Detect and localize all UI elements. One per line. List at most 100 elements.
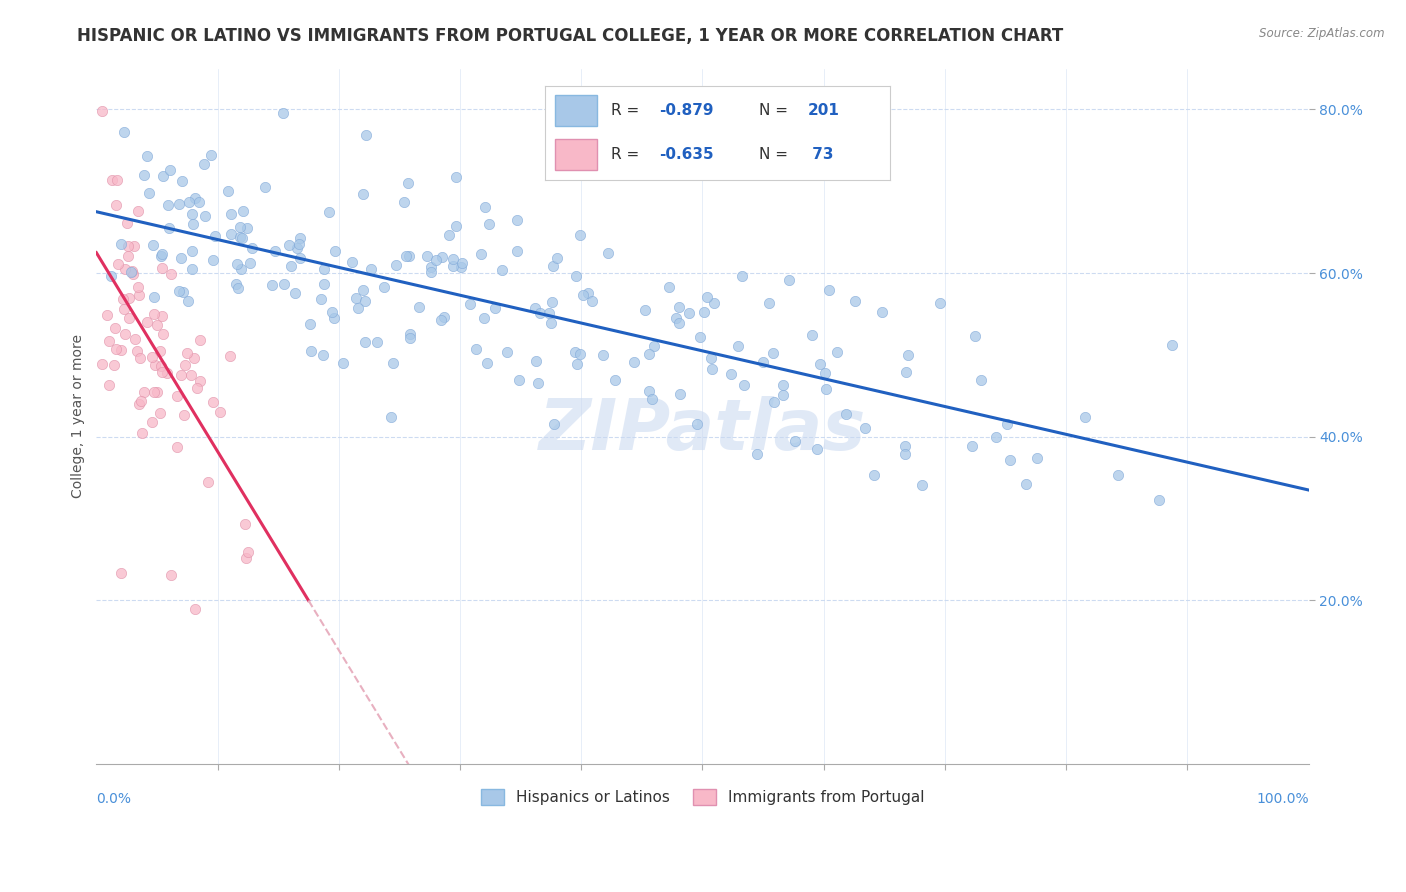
Point [814, 382, 837, 396]
Point [425, 253, 447, 268]
Point [219, 206, 242, 220]
Point [546, 252, 568, 266]
Point [1014, 476, 1036, 491]
Point [149, 343, 172, 358]
Point [160, 267, 183, 281]
Point [181, 262, 204, 277]
Point [894, 365, 917, 379]
Point [118, 310, 141, 325]
Point [696, 290, 718, 304]
Point [143, 384, 166, 399]
Point [146, 318, 169, 332]
Point [844, 294, 866, 309]
Point [450, 260, 472, 275]
Point [219, 227, 242, 242]
Point [115, 216, 138, 230]
Point [592, 348, 614, 362]
Point [200, 147, 222, 161]
Point [112, 125, 135, 139]
Point [398, 249, 420, 263]
Point [229, 219, 252, 234]
Legend: Hispanics or Latinos, Immigrants from Portugal: Hispanics or Latinos, Immigrants from Po… [481, 789, 924, 805]
Point [727, 339, 749, 353]
Point [118, 291, 141, 305]
Point [571, 288, 593, 302]
Point [309, 292, 332, 306]
Point [280, 259, 302, 273]
Point [110, 343, 132, 358]
Point [114, 326, 136, 341]
Point [127, 204, 149, 219]
Point [543, 417, 565, 431]
Point [107, 257, 129, 271]
Point [472, 310, 495, 325]
Point [354, 128, 377, 142]
Point [204, 229, 226, 244]
Point [323, 244, 346, 258]
Point [385, 258, 408, 272]
Point [772, 378, 794, 392]
Point [576, 285, 599, 300]
Point [124, 239, 146, 253]
Point [120, 265, 142, 279]
Point [508, 373, 530, 387]
Point [399, 331, 422, 345]
Point [166, 440, 188, 454]
Point [112, 301, 135, 316]
Point [703, 295, 725, 310]
Point [408, 301, 430, 315]
Point [104, 321, 127, 335]
Point [186, 380, 208, 394]
Point [758, 296, 780, 310]
Point [478, 217, 501, 231]
Point [131, 426, 153, 441]
Point [125, 344, 148, 359]
Point [870, 305, 893, 319]
Point [172, 285, 194, 299]
Point [321, 305, 343, 319]
Point [176, 346, 198, 360]
Point [603, 373, 626, 387]
Point [231, 231, 253, 245]
Point [808, 357, 831, 371]
Point [225, 257, 247, 271]
Point [201, 395, 224, 409]
Point [420, 260, 443, 275]
Point [475, 356, 498, 370]
Point [135, 315, 157, 329]
Point [132, 168, 155, 182]
Point [392, 195, 415, 210]
Point [314, 277, 336, 292]
Point [100, 269, 122, 284]
Point [752, 354, 775, 368]
Point [188, 333, 211, 347]
Point [444, 219, 467, 233]
Point [117, 250, 139, 264]
Point [332, 355, 354, 369]
Point [731, 268, 754, 283]
Point [209, 405, 232, 419]
Point [152, 169, 174, 184]
Point [91, 357, 114, 371]
Point [105, 172, 128, 186]
Point [143, 290, 166, 304]
Point [127, 280, 149, 294]
Point [458, 297, 481, 311]
Point [433, 310, 456, 325]
Point [218, 349, 240, 363]
Point [298, 317, 321, 331]
Text: 0.0%: 0.0% [97, 792, 131, 806]
Point [689, 330, 711, 344]
Point [537, 306, 560, 320]
Point [960, 439, 983, 453]
Point [229, 262, 252, 277]
Point [783, 434, 806, 448]
Point [233, 517, 256, 532]
Point [235, 220, 257, 235]
Point [121, 267, 143, 281]
Point [193, 156, 215, 170]
Point [134, 385, 156, 400]
Point [506, 213, 529, 227]
Text: HISPANIC OR LATINO VS IMMIGRANTS FROM PORTUGAL COLLEGE, 1 YEAR OR MORE CORRELATI: HISPANIC OR LATINO VS IMMIGRANTS FROM PO… [77, 27, 1063, 45]
Point [568, 228, 591, 243]
